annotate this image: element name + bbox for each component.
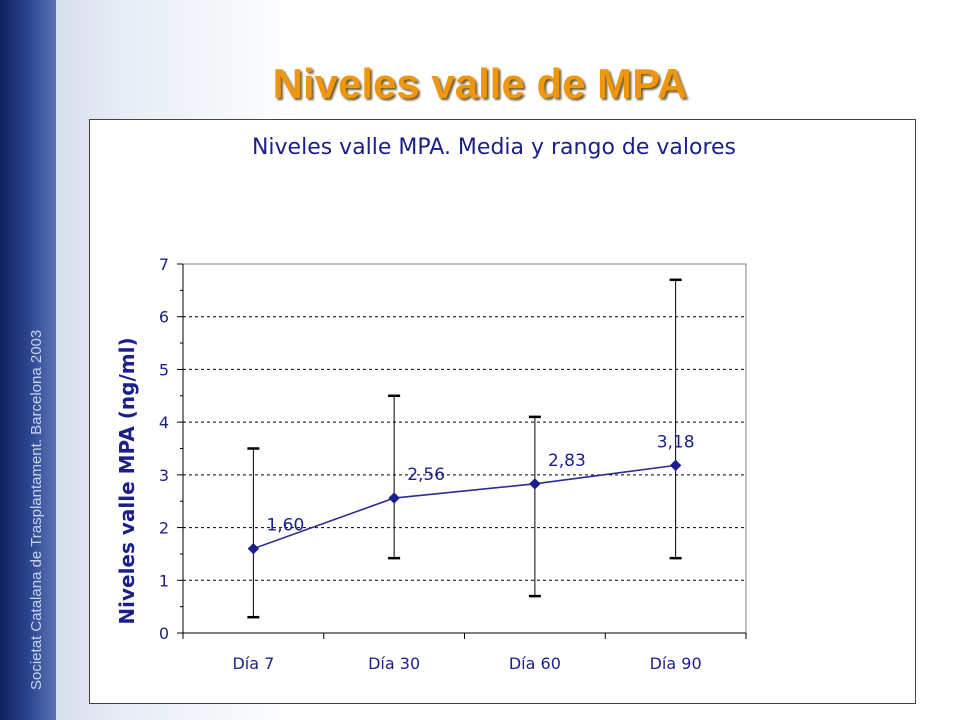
x-tick-label-1: Día 7 <box>232 654 274 673</box>
data-point-1 <box>247 542 260 555</box>
y-tick-label-4: 4 <box>159 413 169 432</box>
y-tick-label-1: 1 <box>159 571 169 590</box>
slide-title: Niveles valle de MPA <box>272 60 688 107</box>
y-tick-label-3: 3 <box>159 466 169 485</box>
vertical-credit-text: Societat Catalana de Trasplantament. Bar… <box>28 329 45 690</box>
x-tick-label-3: Día 60 <box>509 654 561 673</box>
y-tick-label-7: 7 <box>159 255 169 274</box>
data-label-2: 2,56 <box>407 465 445 485</box>
y-axis-label: Niveles valle MPA (ng/ml) <box>115 337 139 624</box>
chart-title: Niveles valle MPA. Media y rango de valo… <box>252 135 736 160</box>
data-point-4 <box>669 459 682 472</box>
left-decorative-band <box>0 0 56 720</box>
data-label-1: 1,60 <box>266 516 304 536</box>
data-label-layer: 1,60 2,56 2,83 3,18 <box>266 432 694 535</box>
line-layer <box>253 464 676 550</box>
axis-layer: 0 1 2 3 4 5 6 7 Día 7 Día 30 Día 60 Día 90 <box>159 255 747 673</box>
x-tick-label-4: Día 90 <box>650 654 702 673</box>
data-label-3: 2,83 <box>548 451 586 471</box>
error-bar-layer <box>247 278 682 619</box>
y-tick-label-2: 2 <box>159 519 169 538</box>
x-tick-label-2: Día 30 <box>368 654 420 673</box>
y-tick-label-0: 0 <box>159 624 169 643</box>
data-point-2 <box>388 492 400 504</box>
marker-layer <box>247 459 682 555</box>
series-line <box>253 464 676 550</box>
y-tick-label-5: 5 <box>159 360 169 379</box>
chart-svg: Niveles valle MPA. Media y rango de valo… <box>115 135 747 673</box>
data-point-3 <box>529 478 541 490</box>
data-label-4: 3,18 <box>657 432 695 452</box>
grid-layer <box>183 316 746 581</box>
y-tick-label-6: 6 <box>159 308 169 327</box>
chart-frame: Niveles valle MPA. Media y rango de valo… <box>89 119 916 704</box>
